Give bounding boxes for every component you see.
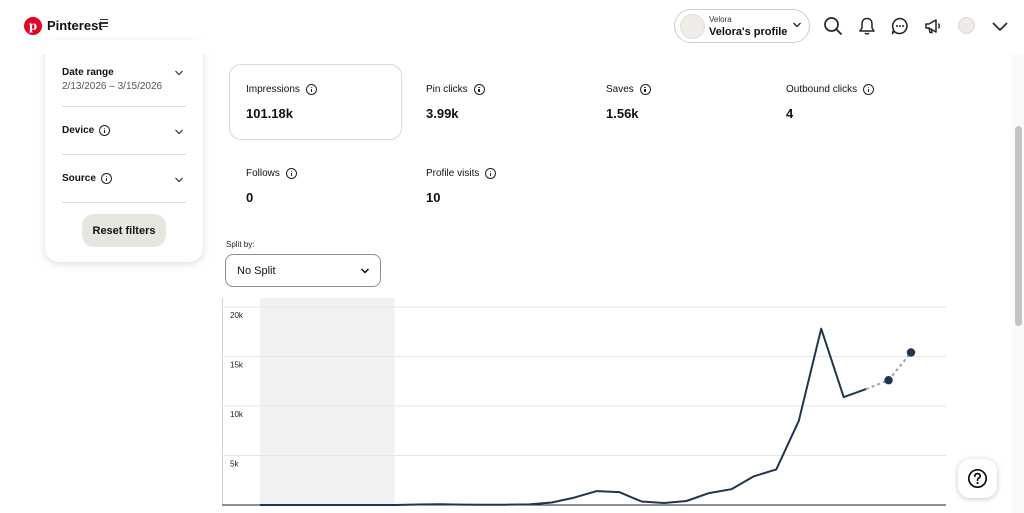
profile-name: Velora's profile xyxy=(709,26,788,38)
notifications-bell-icon[interactable] xyxy=(856,15,878,37)
pinterest-logo[interactable]: p xyxy=(24,17,42,35)
line-chart: 20k 15k 10k 5k xyxy=(222,298,946,506)
metric-saves[interactable]: Saves xyxy=(606,84,651,95)
metric-value: 1.56k xyxy=(606,106,639,121)
help-question-icon xyxy=(967,468,988,489)
metric-pin-clicks[interactable]: Pin clicks xyxy=(426,84,485,95)
info-icon[interactable] xyxy=(485,168,497,179)
scrollbar-thumb[interactable] xyxy=(1015,126,1022,326)
device-label: Device xyxy=(62,125,95,136)
profile-account-name: Velora xyxy=(709,15,732,24)
metric-value: 0 xyxy=(246,190,254,205)
menu-icon[interactable] xyxy=(100,19,108,28)
metric-value: 101.18k xyxy=(246,106,293,121)
chevron-down-icon[interactable] xyxy=(174,175,184,185)
info-icon[interactable] xyxy=(305,84,317,95)
source-filter[interactable]: Source xyxy=(62,173,112,184)
help-button[interactable] xyxy=(958,459,997,498)
split-by-value: No Split xyxy=(237,265,276,277)
impressions-series-line xyxy=(260,327,867,506)
metric-impressions[interactable]: Impressions xyxy=(246,84,317,95)
split-by-select[interactable]: No Split xyxy=(225,254,381,287)
metric-profile-visits[interactable]: Profile visits xyxy=(426,168,497,179)
info-icon[interactable] xyxy=(863,84,875,95)
divider xyxy=(62,154,186,155)
y-tick-label: 15k xyxy=(230,360,244,369)
metric-outbound-clicks[interactable]: Outbound clicks xyxy=(786,84,875,95)
date-range-value: 2/13/2026 – 3/15/2026 xyxy=(62,81,163,92)
metric-label: Pin clicks xyxy=(426,84,468,95)
device-filter[interactable]: Device xyxy=(62,125,111,136)
profile-switcher[interactable]: Velora Velora's profile xyxy=(674,9,810,43)
chevron-down-icon xyxy=(360,268,370,274)
shaded-period xyxy=(260,298,395,505)
metric-value: 4 xyxy=(786,106,794,121)
search-icon[interactable] xyxy=(822,15,844,37)
metric-label: Profile visits xyxy=(426,168,480,179)
chevron-down-icon[interactable] xyxy=(989,15,1011,37)
y-tick-label: 20k xyxy=(230,311,244,320)
metric-value: 10 xyxy=(426,190,441,205)
info-icon[interactable] xyxy=(639,84,651,95)
metric-label: Impressions xyxy=(246,84,300,95)
metric-label: Follows xyxy=(246,168,280,179)
data-point xyxy=(884,376,893,385)
divider xyxy=(62,106,186,107)
profile-avatar xyxy=(680,14,705,39)
info-icon[interactable] xyxy=(100,173,112,184)
metric-value: 3.99k xyxy=(426,106,459,121)
announcements-megaphone-icon[interactable] xyxy=(922,15,944,37)
date-range-label: Date range xyxy=(62,67,114,78)
y-tick-label: 5k xyxy=(230,459,239,468)
split-by-label: Split by: xyxy=(226,240,255,249)
brand-name[interactable]: Pinterest xyxy=(47,18,103,33)
info-icon[interactable] xyxy=(99,125,111,136)
metric-label: Saves xyxy=(606,84,634,95)
user-avatar[interactable] xyxy=(958,17,975,34)
selected-metric-card[interactable] xyxy=(229,64,402,140)
chevron-down-icon[interactable] xyxy=(174,68,184,78)
metric-follows[interactable]: Follows xyxy=(246,168,297,179)
y-tick-label: 10k xyxy=(230,410,244,419)
source-label: Source xyxy=(62,173,96,184)
divider xyxy=(62,202,186,203)
panel-top-cover xyxy=(41,40,211,54)
reset-filters-button[interactable]: Reset filters xyxy=(82,214,166,247)
info-icon[interactable] xyxy=(473,84,485,95)
info-icon[interactable] xyxy=(285,168,297,179)
filters-panel: Date range 2/13/2026 – 3/15/2026 Device … xyxy=(41,40,211,262)
data-point xyxy=(906,348,916,357)
date-range-filter[interactable]: Date range xyxy=(62,67,114,78)
impressions-chart: 20k 15k 10k 5k xyxy=(222,298,952,513)
chevron-down-icon[interactable] xyxy=(174,127,184,137)
metric-label: Outbound clicks xyxy=(786,84,858,95)
messages-icon[interactable] xyxy=(889,15,911,37)
chevron-down-icon xyxy=(793,22,801,28)
